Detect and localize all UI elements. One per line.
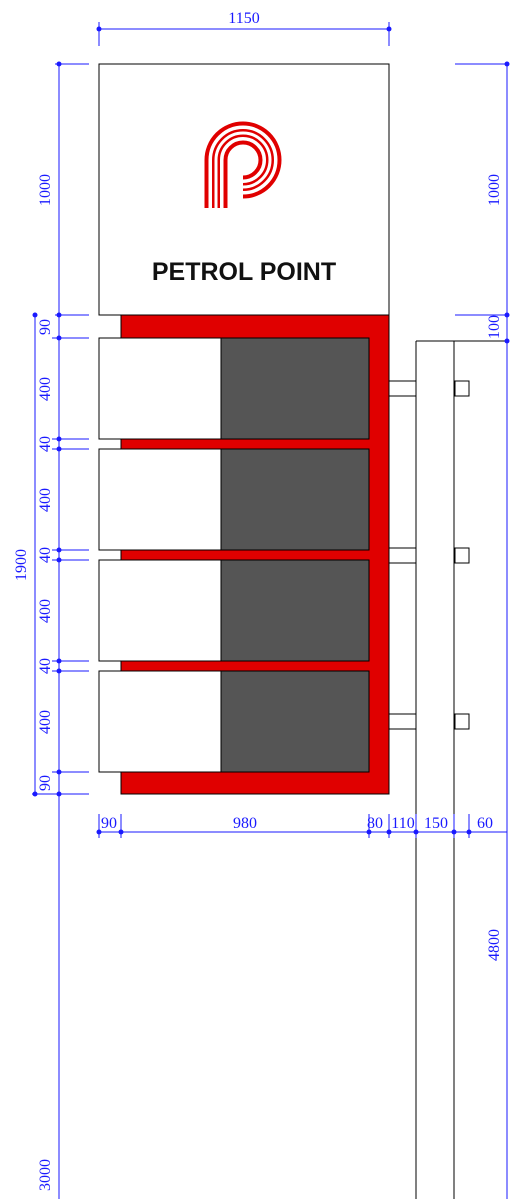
svg-text:3000: 3000 (37, 1159, 54, 1191)
svg-text:40: 40 (37, 658, 54, 674)
petrol-point-logo-icon (204, 121, 282, 208)
svg-text:400: 400 (37, 488, 54, 512)
svg-text:100: 100 (486, 315, 503, 339)
svg-text:90: 90 (37, 319, 54, 335)
dimension-top-width: 1150 (96, 10, 392, 46)
svg-text:400: 400 (37, 377, 54, 401)
svg-text:90: 90 (37, 775, 54, 791)
price-panel (98, 337, 370, 440)
svg-text:110: 110 (391, 815, 414, 832)
dimension-left-segments: 90 400 40 400 40 400 40 400 90 3000 (32, 319, 89, 1191)
svg-text:150: 150 (424, 815, 448, 832)
brand-name: PETROL POINT (152, 258, 336, 286)
support-post (415, 340, 507, 1199)
svg-text:400: 400 (37, 599, 54, 623)
price-panel (98, 448, 370, 551)
svg-text:90: 90 (101, 815, 117, 832)
svg-text:40: 40 (37, 436, 54, 452)
svg-text:980: 980 (233, 815, 257, 832)
mounting-bracket (388, 547, 470, 564)
svg-text:400: 400 (37, 710, 54, 734)
dimension-bottom-widths: 90 980 80 110 150 60 (96, 814, 507, 838)
price-panel (98, 559, 370, 662)
mounting-bracket (388, 713, 470, 730)
svg-text:1150: 1150 (228, 10, 259, 27)
price-panel (98, 670, 370, 773)
dimension-right-side: 1000 100 4800 (455, 61, 510, 1199)
svg-text:80: 80 (367, 815, 383, 832)
svg-text:1900: 1900 (13, 549, 30, 581)
svg-text:1000: 1000 (486, 174, 503, 206)
dimension-body-height: 1900 (13, 312, 38, 797)
mounting-bracket (388, 380, 470, 397)
svg-text:4800: 4800 (486, 929, 503, 961)
dimension-left-head: 1000 (37, 61, 89, 1199)
svg-text:40: 40 (37, 547, 54, 563)
svg-text:60: 60 (477, 815, 493, 832)
svg-text:1000: 1000 (37, 174, 54, 206)
